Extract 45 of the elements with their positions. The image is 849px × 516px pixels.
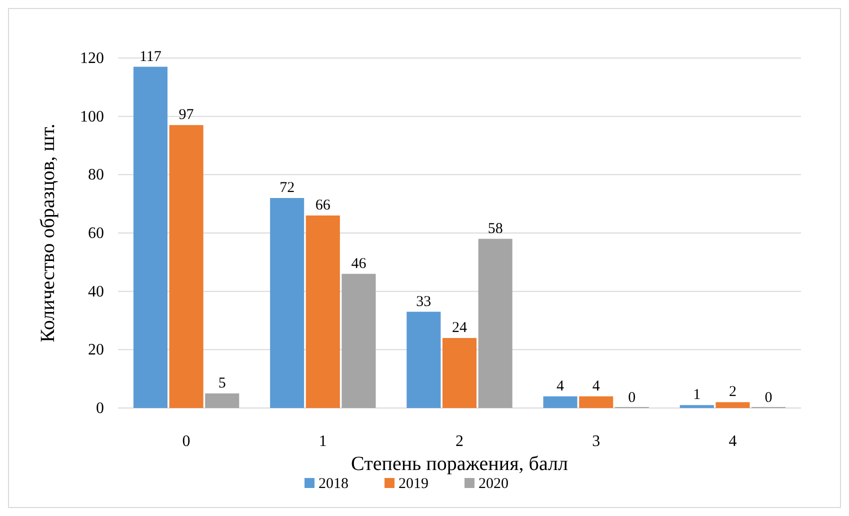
data-label: 46 bbox=[351, 256, 367, 272]
y-tick-label: 60 bbox=[88, 225, 104, 242]
data-label: 0 bbox=[764, 390, 772, 406]
y-tick-label: 80 bbox=[88, 166, 104, 184]
data-label: 5 bbox=[218, 375, 226, 392]
data-label: 33 bbox=[416, 294, 432, 310]
x-tick-label: 0 bbox=[182, 433, 190, 450]
data-label: 0 bbox=[628, 390, 636, 406]
bar bbox=[169, 125, 204, 408]
bar bbox=[133, 66, 168, 408]
bar bbox=[579, 396, 614, 408]
legend-label: 2019 bbox=[398, 476, 428, 492]
data-label: 4 bbox=[592, 378, 600, 394]
y-tick-label: 40 bbox=[88, 283, 104, 300]
x-tick-label: 1 bbox=[318, 433, 327, 450]
data-label: 117 bbox=[139, 48, 162, 65]
bar bbox=[306, 216, 340, 408]
data-label: 24 bbox=[452, 320, 468, 336]
bar bbox=[406, 312, 441, 408]
x-axis-title: Степень поражения, балл bbox=[351, 453, 568, 475]
bar bbox=[342, 274, 376, 408]
bar bbox=[478, 238, 512, 408]
bar bbox=[270, 198, 304, 408]
bar bbox=[543, 396, 578, 408]
data-label: 58 bbox=[488, 220, 503, 237]
data-label: 66 bbox=[315, 198, 331, 214]
y-tick-label: 100 bbox=[80, 108, 104, 126]
x-tick-label: 2 bbox=[456, 433, 464, 450]
data-label: 4 bbox=[556, 378, 565, 394]
data-label: 72 bbox=[280, 180, 295, 196]
data-label: 97 bbox=[178, 107, 194, 124]
bar bbox=[680, 405, 714, 408]
x-tick-label: 3 bbox=[592, 433, 600, 450]
bar bbox=[716, 402, 750, 408]
data-label: 1 bbox=[693, 387, 701, 404]
x-tick-label: 4 bbox=[728, 433, 737, 450]
legend-label: 2020 bbox=[478, 476, 508, 492]
y-tick-label: 0 bbox=[96, 400, 104, 417]
bar bbox=[205, 393, 240, 408]
legend-label: 2018 bbox=[318, 476, 348, 492]
bar bbox=[442, 338, 477, 408]
y-tick-label: 120 bbox=[80, 50, 104, 67]
data-label: 2 bbox=[728, 384, 736, 400]
y-axis-title: Количество образцов, шт. bbox=[37, 124, 59, 342]
y-tick-label: 20 bbox=[88, 342, 104, 359]
